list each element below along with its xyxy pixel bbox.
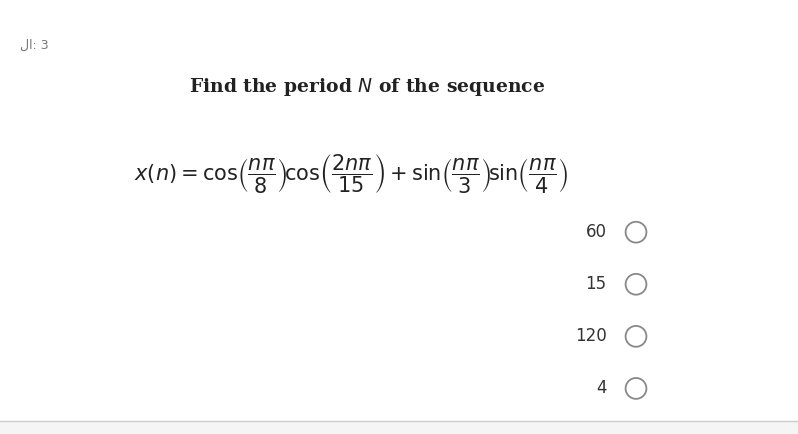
FancyBboxPatch shape	[0, 0, 798, 421]
Text: 120: 120	[575, 327, 606, 345]
Ellipse shape	[626, 378, 646, 399]
Text: 15: 15	[586, 275, 606, 293]
Text: لا: 3: لا: 3	[20, 39, 49, 52]
Ellipse shape	[626, 274, 646, 295]
Text: 4: 4	[596, 379, 606, 398]
Ellipse shape	[626, 326, 646, 347]
Ellipse shape	[626, 222, 646, 243]
Text: $x(n) = \cos\!\left(\dfrac{n\pi}{8}\right)\!\cos\!\left(\dfrac{2n\pi}{15}\right): $x(n) = \cos\!\left(\dfrac{n\pi}{8}\righ…	[134, 152, 568, 195]
Text: Find the period $\mathit{N}$ of the sequence: Find the period $\mathit{N}$ of the sequ…	[189, 76, 545, 98]
Text: 60: 60	[586, 223, 606, 241]
